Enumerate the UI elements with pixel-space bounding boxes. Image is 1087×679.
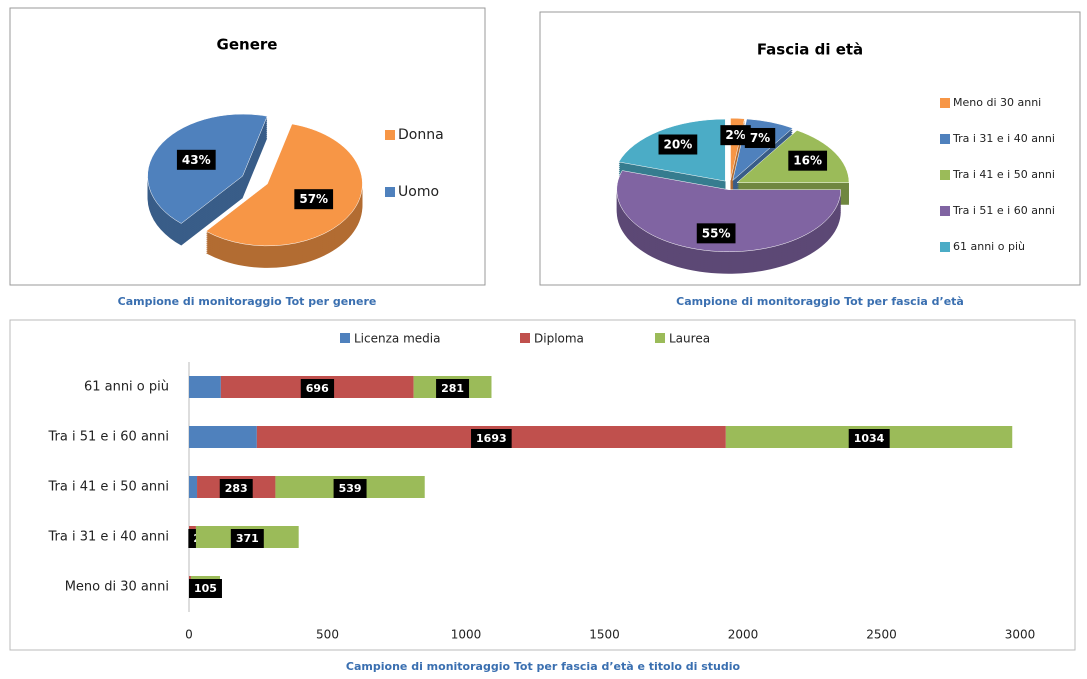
legend-label: Laurea — [669, 332, 710, 346]
data-label-box — [436, 379, 470, 398]
legend-label: Diploma — [534, 332, 584, 346]
data-label-box — [720, 125, 751, 146]
data-label: 1034 — [854, 432, 885, 445]
slice — [205, 123, 363, 247]
legend-label: Meno di 30 anni — [953, 96, 1041, 109]
chart-title: Genere — [217, 36, 278, 54]
data-label: 283 — [225, 482, 248, 495]
data-label-box — [176, 149, 216, 170]
legend-swatch — [940, 206, 950, 216]
legend-swatch — [340, 333, 350, 343]
data-label-box — [658, 134, 698, 155]
bar — [189, 426, 257, 448]
data-label: 696 — [306, 382, 329, 395]
bar — [189, 476, 198, 498]
data-label: 43% — [182, 153, 211, 167]
y-tick-label: Tra i 31 e i 40 anni — [48, 530, 170, 545]
data-label-box — [696, 223, 736, 244]
legend-swatch — [940, 242, 950, 252]
x-tick-label: 1500 — [589, 628, 620, 642]
data-label: 1693 — [476, 432, 507, 445]
caption: Campione di monitoraggio Tot per genere — [118, 295, 377, 308]
legend-label: Tra i 51 e i 60 anni — [952, 204, 1055, 217]
data-label-box — [300, 379, 335, 398]
x-tick-label: 0 — [185, 628, 193, 642]
data-label-box — [788, 150, 828, 171]
data-label: 539 — [339, 482, 362, 495]
data-label: 281 — [441, 382, 464, 395]
data-label-box — [848, 429, 890, 448]
data-label: 2% — [725, 128, 745, 142]
y-tick-label: Meno di 30 anni — [65, 580, 169, 595]
data-label: 371 — [236, 532, 259, 545]
data-label: 7% — [750, 131, 770, 145]
bar — [189, 376, 221, 398]
data-label: 16% — [793, 154, 822, 168]
caption: Campione di monitoraggio Tot per fascia … — [346, 660, 741, 673]
x-tick-label: 1000 — [451, 628, 482, 642]
data-label-box — [471, 429, 512, 448]
data-label: 105 — [194, 582, 217, 595]
y-tick-label: Tra i 51 e i 60 anni — [48, 430, 170, 445]
legend-label: Tra i 31 e i 40 anni — [952, 132, 1055, 145]
y-tick-label: 61 anni o più — [84, 380, 169, 395]
legend-label: Uomo — [398, 184, 439, 200]
legend-swatch — [385, 130, 395, 140]
legend-swatch — [940, 170, 950, 180]
chart-title: Fascia di età — [757, 41, 863, 59]
slice — [616, 170, 841, 252]
data-label-box — [744, 127, 776, 148]
y-tick-label: Tra i 41 e i 50 anni — [48, 480, 170, 495]
legend-swatch — [520, 333, 530, 343]
legend-label: Donna — [398, 127, 444, 143]
panel — [9, 319, 1076, 651]
data-label: 20% — [664, 138, 693, 152]
data-label-box — [219, 479, 253, 498]
data-label-box — [230, 529, 264, 548]
legend-swatch — [385, 187, 395, 197]
caption: Campione di monitoraggio Tot per fascia … — [676, 295, 964, 308]
x-tick-label: 500 — [316, 628, 339, 642]
legend-label: Licenza media — [354, 332, 440, 346]
legend-label: 61 anni o più — [953, 240, 1025, 253]
data-label-box — [294, 189, 334, 210]
x-tick-label: 2000 — [728, 628, 759, 642]
legend-swatch — [655, 333, 665, 343]
x-tick-label: 3000 — [1005, 628, 1036, 642]
data-label-box — [188, 579, 222, 598]
legend-swatch — [940, 134, 950, 144]
legend-label: Tra i 41 e i 50 anni — [952, 168, 1055, 181]
legend-swatch — [940, 98, 950, 108]
x-tick-label: 2500 — [866, 628, 897, 642]
data-label: 55% — [702, 226, 731, 240]
data-label-box — [333, 479, 367, 498]
data-label: 57% — [299, 192, 328, 206]
